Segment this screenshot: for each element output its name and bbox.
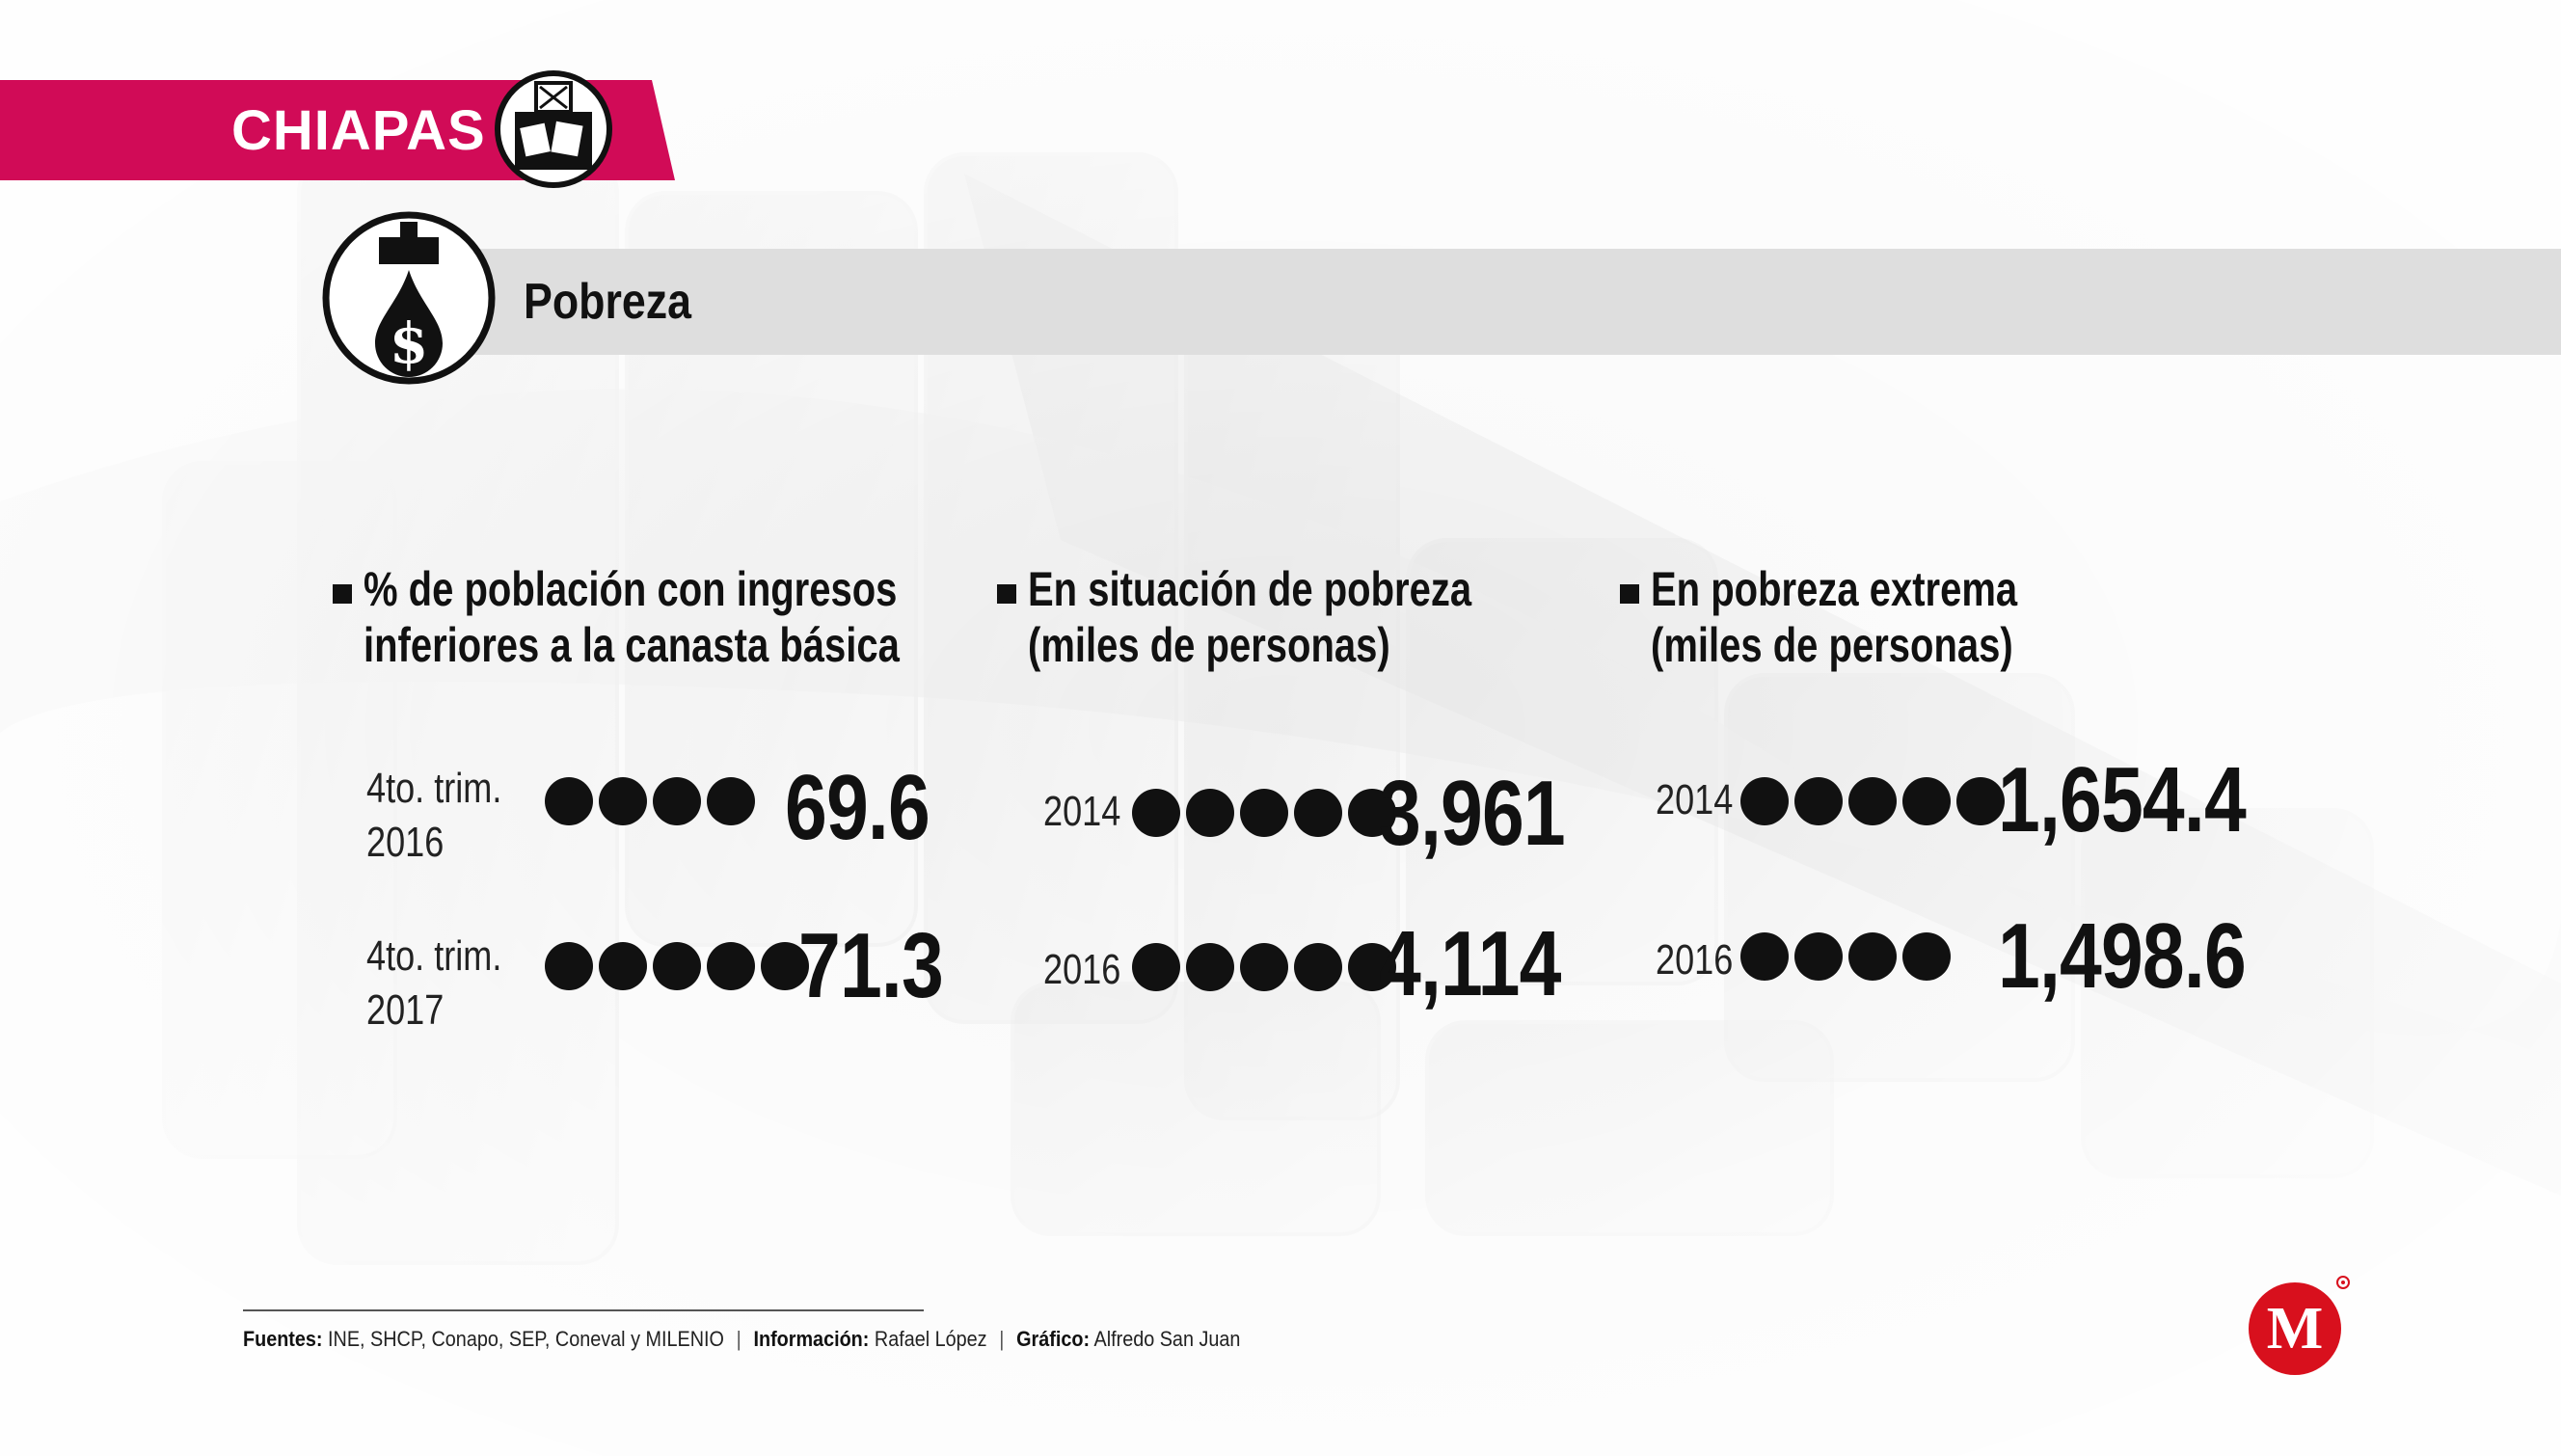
sources-label: Fuentes: bbox=[243, 1327, 323, 1351]
indicator-dot bbox=[1186, 943, 1234, 991]
indicator-dot bbox=[761, 942, 809, 990]
indicator-dot bbox=[1132, 789, 1180, 837]
dot-indicator bbox=[1740, 932, 1951, 981]
heading-line: % de población con ingresos bbox=[364, 562, 898, 616]
dot-indicator bbox=[545, 942, 809, 990]
dot-indicator bbox=[1740, 777, 2005, 825]
row-label: 2016 bbox=[1043, 943, 1120, 997]
row-label: 2016 bbox=[1656, 933, 1733, 987]
separator: | bbox=[736, 1327, 741, 1351]
indicator-dot bbox=[1132, 943, 1180, 991]
row-label: 2014 bbox=[1043, 785, 1120, 839]
indicator-dot bbox=[1740, 777, 1789, 825]
row-label: 4to. trim. 2016 bbox=[366, 762, 501, 870]
value-number: 3,961 bbox=[1379, 762, 1566, 865]
row-label-line: 2016 bbox=[1043, 946, 1121, 993]
heading-line: En situación de pobreza bbox=[1028, 562, 1472, 616]
row-label-line: 2016 bbox=[1656, 936, 1734, 984]
indicator-dot bbox=[1902, 932, 1951, 981]
row-label-line: 2017 bbox=[366, 986, 445, 1034]
indicator-dot bbox=[707, 777, 755, 825]
info-label: Información: bbox=[753, 1327, 870, 1351]
graphic-text: Alfredo San Juan bbox=[1093, 1327, 1241, 1351]
heading-line: (miles de personas) bbox=[1028, 618, 1390, 672]
indicator-dot bbox=[599, 777, 647, 825]
separator: | bbox=[999, 1327, 1005, 1351]
indicator-dot bbox=[545, 942, 593, 990]
info-text: Rafael López bbox=[874, 1327, 987, 1351]
bullet-square bbox=[997, 584, 1016, 604]
indicator-dot bbox=[1240, 943, 1288, 991]
indicator-dot bbox=[1294, 789, 1342, 837]
milenio-logo-icon: M bbox=[2249, 1276, 2350, 1375]
value-number: 1,498.6 bbox=[1998, 904, 2247, 1008]
sources-text: INE, SHCP, Conapo, SEP, Coneval y MILENI… bbox=[328, 1327, 724, 1351]
indicator-dot bbox=[653, 942, 701, 990]
row-label: 2014 bbox=[1656, 773, 1733, 827]
indicator-dot bbox=[1794, 777, 1843, 825]
row-label: 4to. trim. 2017 bbox=[366, 930, 501, 1038]
value-number: 1,654.4 bbox=[1998, 748, 2247, 851]
svg-text:M: M bbox=[2267, 1296, 2324, 1362]
indicator-dot bbox=[1240, 789, 1288, 837]
svg-text:$: $ bbox=[390, 310, 428, 376]
value-number: 4,114 bbox=[1379, 912, 1561, 1015]
row-label-line: 4to. trim. bbox=[366, 765, 502, 812]
row-label-line: 2014 bbox=[1043, 788, 1121, 835]
indicator-dot bbox=[1294, 943, 1342, 991]
row-label-line: 2016 bbox=[366, 819, 445, 866]
money-drop-icon: $ bbox=[322, 211, 496, 385]
row-label-line: 4to. trim. bbox=[366, 932, 502, 980]
indicator-dot bbox=[1902, 777, 1951, 825]
footer-credits: Fuentes: INE, SHCP, Conapo, SEP, Coneval… bbox=[243, 1325, 1240, 1354]
graphic-label: Gráfico: bbox=[1016, 1327, 1091, 1351]
value-number: 69.6 bbox=[785, 756, 930, 859]
footer-rule bbox=[243, 1309, 924, 1311]
indicator-dot bbox=[1348, 943, 1396, 991]
bullet-square bbox=[1620, 584, 1639, 604]
heading-line: En pobreza extrema bbox=[1651, 562, 2018, 616]
indicator-dot bbox=[653, 777, 701, 825]
indicator-dot bbox=[1848, 932, 1897, 981]
dot-indicator bbox=[1132, 789, 1396, 837]
indicator-dot bbox=[1848, 777, 1897, 825]
state-title: CHIAPAS bbox=[231, 99, 486, 162]
indicator-dot bbox=[707, 942, 755, 990]
indicator-dot bbox=[599, 942, 647, 990]
dot-indicator bbox=[545, 777, 755, 825]
section-header-bar bbox=[410, 249, 2561, 355]
indicator-dot bbox=[1740, 932, 1789, 981]
heading-line: (miles de personas) bbox=[1651, 618, 2013, 672]
dot-indicator bbox=[1132, 943, 1396, 991]
row-label-line: 2014 bbox=[1656, 776, 1734, 823]
ballot-box-icon bbox=[495, 70, 612, 188]
heading-line: inferiores a la canasta básica bbox=[364, 618, 900, 672]
indicator-dot bbox=[1186, 789, 1234, 837]
indicator-dot bbox=[1794, 932, 1843, 981]
indicator-dot bbox=[1956, 777, 2005, 825]
value-number: 71.3 bbox=[798, 914, 944, 1017]
indicator-dot bbox=[1348, 789, 1396, 837]
bullet-square bbox=[333, 584, 352, 604]
indicator-dot bbox=[545, 777, 593, 825]
section-title: Pobreza bbox=[524, 274, 691, 330]
